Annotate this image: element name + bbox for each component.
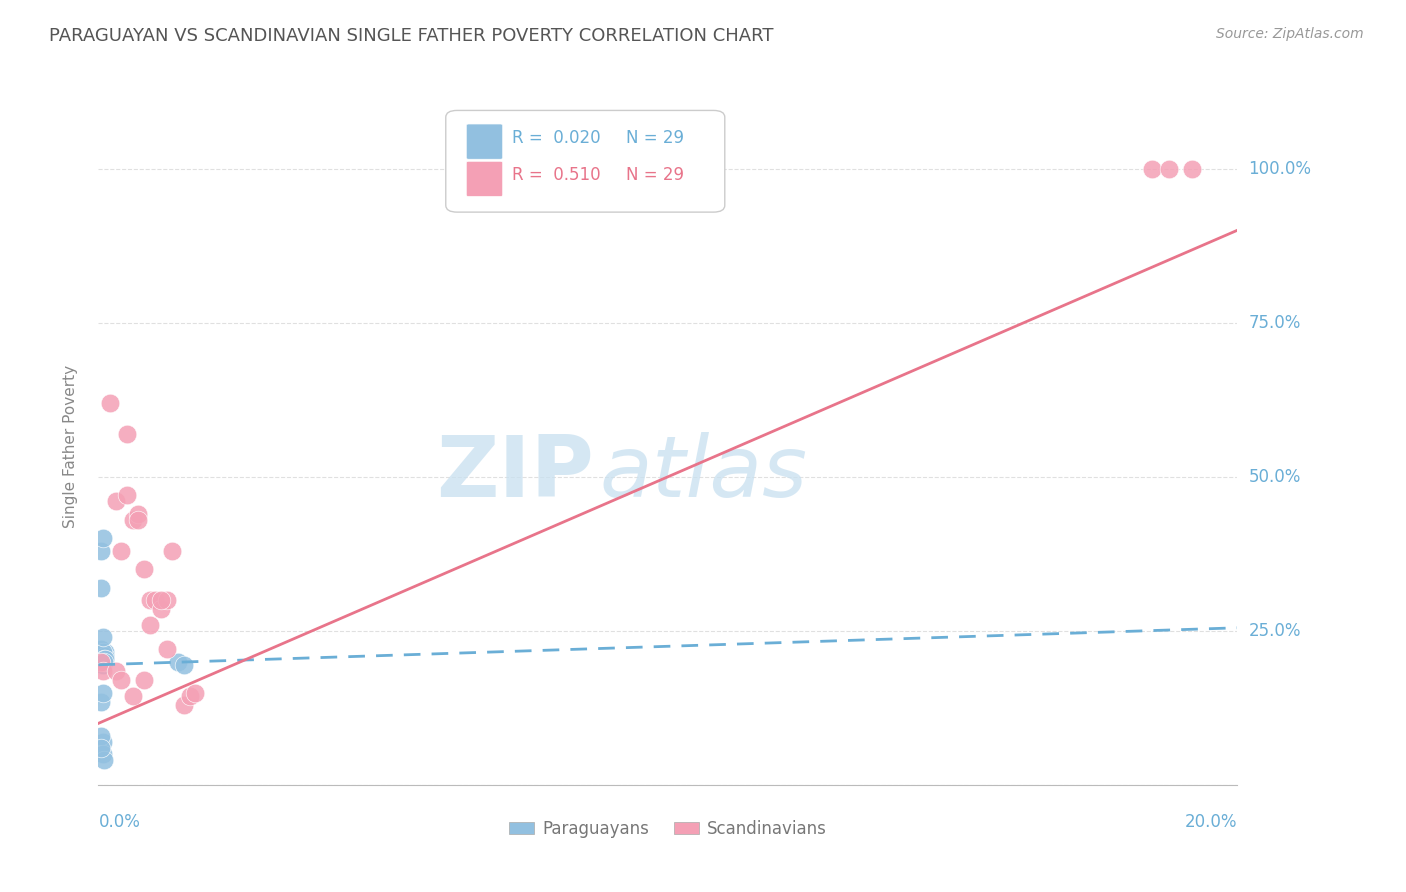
Text: Source: ZipAtlas.com: Source: ZipAtlas.com xyxy=(1216,27,1364,41)
Point xyxy=(90,657,112,672)
Point xyxy=(104,494,127,508)
Text: N = 29: N = 29 xyxy=(626,166,683,184)
Text: 50.0%: 50.0% xyxy=(1249,467,1301,486)
FancyBboxPatch shape xyxy=(446,111,725,212)
Point xyxy=(104,664,127,678)
Point xyxy=(94,651,117,665)
Legend: Paraguayans, Scandinavians: Paraguayans, Scandinavians xyxy=(502,814,834,845)
Text: 25.0%: 25.0% xyxy=(1249,622,1301,640)
Point xyxy=(98,396,121,410)
Point xyxy=(91,630,114,644)
Text: ZIP: ZIP xyxy=(436,432,593,515)
Point xyxy=(173,657,195,672)
Point xyxy=(162,543,184,558)
Point xyxy=(93,655,115,669)
Point xyxy=(127,507,149,521)
Point xyxy=(156,642,179,657)
Point xyxy=(90,695,112,709)
Point xyxy=(110,673,132,688)
Point xyxy=(91,657,114,672)
Point xyxy=(91,657,114,672)
Text: 100.0%: 100.0% xyxy=(1249,160,1312,178)
Point xyxy=(156,593,179,607)
Point xyxy=(93,645,115,659)
Text: N = 29: N = 29 xyxy=(626,128,683,146)
Text: 0.0%: 0.0% xyxy=(98,813,141,830)
Point xyxy=(94,645,117,659)
Text: 75.0%: 75.0% xyxy=(1249,314,1301,332)
Y-axis label: Single Father Poverty: Single Father Poverty xyxy=(63,365,77,527)
Point xyxy=(91,532,114,546)
Point xyxy=(1157,161,1180,176)
FancyBboxPatch shape xyxy=(467,161,503,196)
Point xyxy=(91,735,114,749)
Point xyxy=(90,645,112,659)
Text: 20.0%: 20.0% xyxy=(1185,813,1237,830)
Point xyxy=(167,655,190,669)
Point xyxy=(132,562,155,576)
Point xyxy=(1181,161,1204,176)
Text: R =  0.020: R = 0.020 xyxy=(512,128,600,146)
Point xyxy=(179,689,201,703)
Point xyxy=(121,513,143,527)
Point xyxy=(90,581,112,595)
Point xyxy=(115,488,138,502)
Point xyxy=(91,664,114,678)
Point xyxy=(138,617,160,632)
Point xyxy=(91,747,114,761)
Point xyxy=(90,655,112,669)
Text: R =  0.510: R = 0.510 xyxy=(512,166,600,184)
Point xyxy=(132,673,155,688)
Point xyxy=(93,655,115,669)
Point xyxy=(150,593,173,607)
FancyBboxPatch shape xyxy=(467,124,503,160)
Point xyxy=(150,602,173,616)
Point xyxy=(1140,161,1163,176)
Point xyxy=(138,593,160,607)
Point xyxy=(91,685,114,699)
Point xyxy=(93,753,115,767)
Text: atlas: atlas xyxy=(599,432,807,515)
Point xyxy=(91,651,114,665)
Point xyxy=(173,698,195,712)
Point xyxy=(145,593,167,607)
Point xyxy=(90,741,112,756)
Point xyxy=(184,685,207,699)
Point xyxy=(90,642,112,657)
Point xyxy=(94,648,117,663)
Point xyxy=(115,426,138,441)
Point xyxy=(90,543,112,558)
Text: PARAGUAYAN VS SCANDINAVIAN SINGLE FATHER POVERTY CORRELATION CHART: PARAGUAYAN VS SCANDINAVIAN SINGLE FATHER… xyxy=(49,27,773,45)
Point xyxy=(90,729,112,743)
Point xyxy=(93,651,115,665)
Point xyxy=(121,689,143,703)
Point xyxy=(127,513,149,527)
Point xyxy=(93,651,115,665)
Point xyxy=(110,543,132,558)
Point xyxy=(93,655,115,669)
Point xyxy=(91,645,114,659)
